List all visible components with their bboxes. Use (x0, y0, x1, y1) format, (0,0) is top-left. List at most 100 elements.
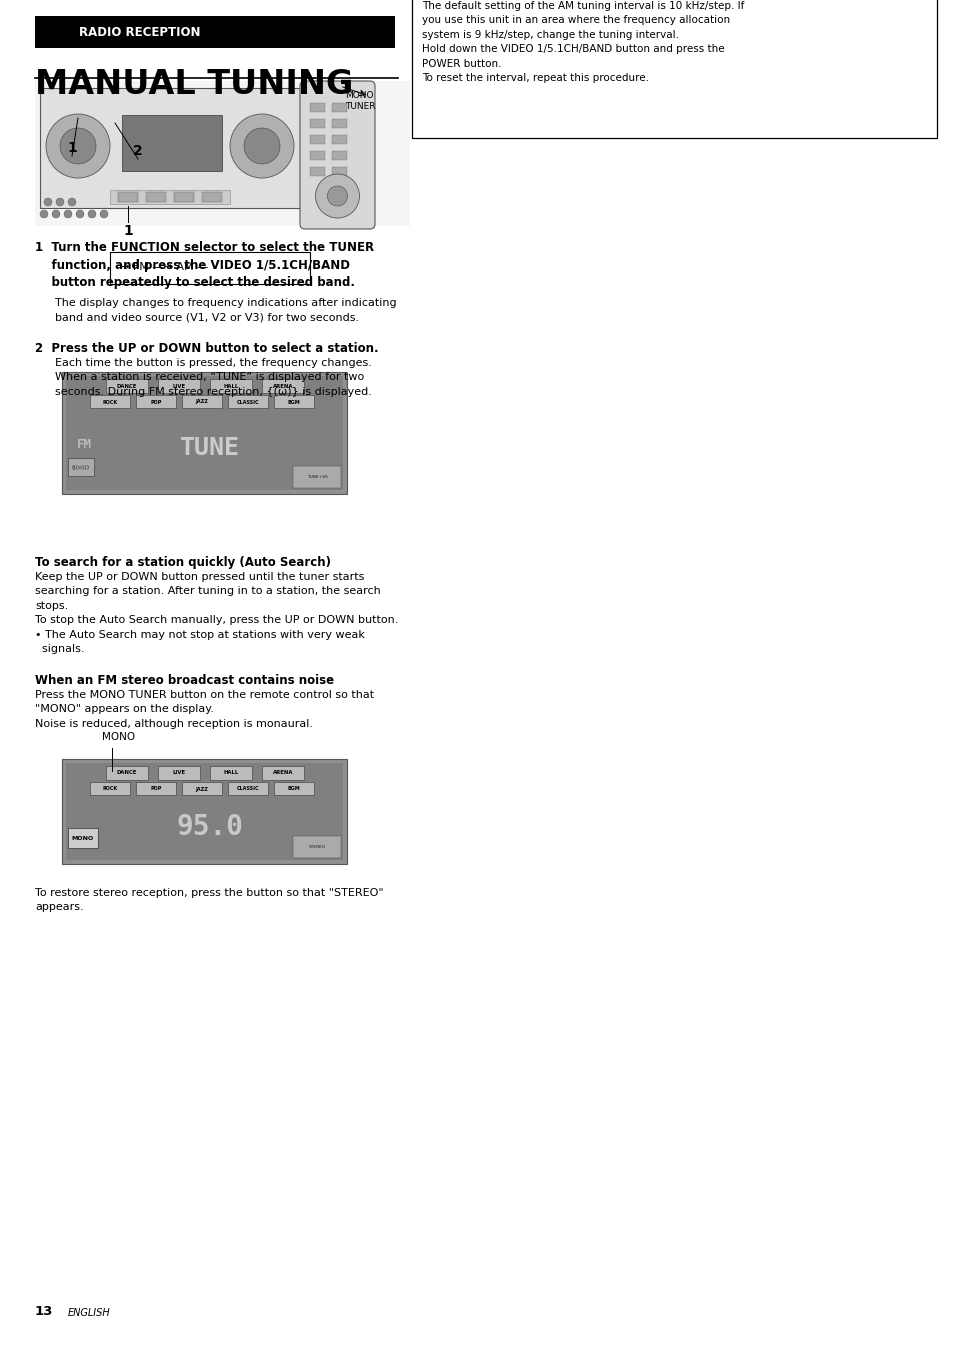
Text: button repeatedly to select the desired band.: button repeatedly to select the desired … (35, 276, 355, 289)
Bar (118, 192, 138, 202)
Text: function, and press the VIDEO 1/5.1CH/BAND: function, and press the VIDEO 1/5.1CH/BA… (35, 258, 350, 272)
Bar (293, 466, 340, 489)
Bar (293, 836, 340, 857)
Bar (228, 394, 268, 408)
Bar (274, 782, 314, 795)
Text: → FM —→ AM —: → FM —→ AM — (120, 262, 208, 272)
Circle shape (68, 198, 76, 206)
Bar (310, 104, 325, 112)
Bar (106, 380, 148, 393)
Circle shape (46, 114, 110, 178)
Text: JAZZ: JAZZ (195, 400, 208, 405)
Bar (228, 782, 268, 795)
Circle shape (88, 210, 96, 218)
Text: ROCK: ROCK (102, 786, 117, 791)
Bar (182, 394, 222, 408)
Bar (182, 782, 222, 795)
Text: DANCE: DANCE (116, 770, 137, 775)
Bar (262, 380, 304, 393)
Bar (210, 766, 252, 779)
Text: FM: FM (76, 437, 91, 451)
Circle shape (244, 128, 280, 164)
Text: 1  Turn the FUNCTION selector to select the TUNER: 1 Turn the FUNCTION selector to select t… (35, 241, 374, 254)
Text: Each time the button is pressed, the frequency changes.
When a station is receiv: Each time the button is pressed, the fre… (55, 358, 372, 397)
Text: The default setting of the AM tuning interval is 10 kHz/step. If
you use this un: The default setting of the AM tuning int… (421, 1, 743, 83)
Text: (((o))): (((o))) (71, 464, 90, 470)
Bar (274, 394, 314, 408)
Bar (158, 380, 200, 393)
Bar (173, 192, 193, 202)
Bar (66, 376, 343, 490)
Bar (68, 458, 94, 476)
Text: ARENA: ARENA (273, 384, 293, 389)
Bar (310, 118, 325, 128)
Bar (332, 151, 347, 160)
Bar (202, 192, 222, 202)
Bar (90, 782, 130, 795)
Circle shape (64, 210, 71, 218)
Text: To restore stereo reception, press the button so that "STEREO"
appears.: To restore stereo reception, press the b… (35, 888, 383, 913)
Text: MONO: MONO (71, 836, 94, 840)
Bar (122, 116, 222, 171)
Bar (110, 190, 230, 205)
Bar (210, 380, 252, 393)
Text: The display changes to frequency indications after indicating
band and video sou: The display changes to frequency indicat… (55, 297, 396, 323)
Text: TUNE: TUNE (180, 436, 240, 459)
Bar (136, 782, 175, 795)
Bar (412, 0, 936, 139)
Text: STEREO: STEREO (308, 845, 325, 849)
Text: When an FM stereo broadcast contains noise: When an FM stereo broadcast contains noi… (35, 674, 334, 686)
FancyBboxPatch shape (299, 81, 375, 229)
Bar (332, 118, 347, 128)
Bar (110, 252, 310, 284)
Text: ENGLISH: ENGLISH (68, 1308, 111, 1318)
Text: 13: 13 (35, 1306, 53, 1318)
Text: Press the MONO TUNER button on the remote control so that
"MONO" appears on the : Press the MONO TUNER button on the remot… (35, 690, 374, 728)
Bar (35, 16, 395, 48)
Text: MANUAL TUNING: MANUAL TUNING (35, 69, 353, 101)
Text: HALL: HALL (223, 770, 238, 775)
Text: POP: POP (151, 400, 161, 405)
Text: MONO
TUNER: MONO TUNER (345, 92, 375, 112)
Circle shape (44, 198, 52, 206)
Bar (310, 151, 325, 160)
Bar (136, 394, 175, 408)
Text: ARENA: ARENA (273, 770, 293, 775)
Bar (262, 766, 304, 779)
Text: 1: 1 (123, 223, 132, 238)
Text: BGM: BGM (287, 400, 300, 405)
Bar (332, 104, 347, 112)
Text: MONO: MONO (102, 732, 135, 742)
Text: LIVE: LIVE (172, 770, 186, 775)
Bar (62, 371, 347, 494)
Text: 2: 2 (133, 144, 143, 157)
Circle shape (315, 174, 359, 218)
Bar (90, 394, 130, 408)
Text: CLASSIC: CLASSIC (236, 786, 259, 791)
Text: RADIO RECEPTION: RADIO RECEPTION (79, 26, 200, 39)
Bar (40, 87, 299, 209)
Text: To search for a station quickly (Auto Search): To search for a station quickly (Auto Se… (35, 556, 331, 569)
Text: JAZZ: JAZZ (195, 786, 208, 791)
Bar (66, 763, 343, 860)
Text: DANCE: DANCE (116, 384, 137, 389)
Circle shape (60, 128, 96, 164)
Bar (310, 135, 325, 144)
Bar (332, 167, 347, 176)
Bar (62, 759, 347, 864)
Bar (68, 828, 98, 848)
Bar (310, 167, 325, 176)
Text: LIVE: LIVE (172, 384, 186, 389)
Text: POP: POP (151, 786, 161, 791)
Circle shape (52, 210, 60, 218)
Circle shape (76, 210, 84, 218)
Circle shape (56, 198, 64, 206)
Text: Keep the UP or DOWN button pressed until the tuner starts
searching for a statio: Keep the UP or DOWN button pressed until… (35, 572, 398, 654)
Text: CLASSIC: CLASSIC (236, 400, 259, 405)
Circle shape (40, 210, 48, 218)
Text: TUNE+SS: TUNE+SS (306, 475, 327, 479)
Text: 2  Press the UP or DOWN button to select a station.: 2 Press the UP or DOWN button to select … (35, 342, 378, 355)
Circle shape (100, 210, 108, 218)
Text: BGM: BGM (287, 786, 300, 791)
Circle shape (327, 186, 347, 206)
